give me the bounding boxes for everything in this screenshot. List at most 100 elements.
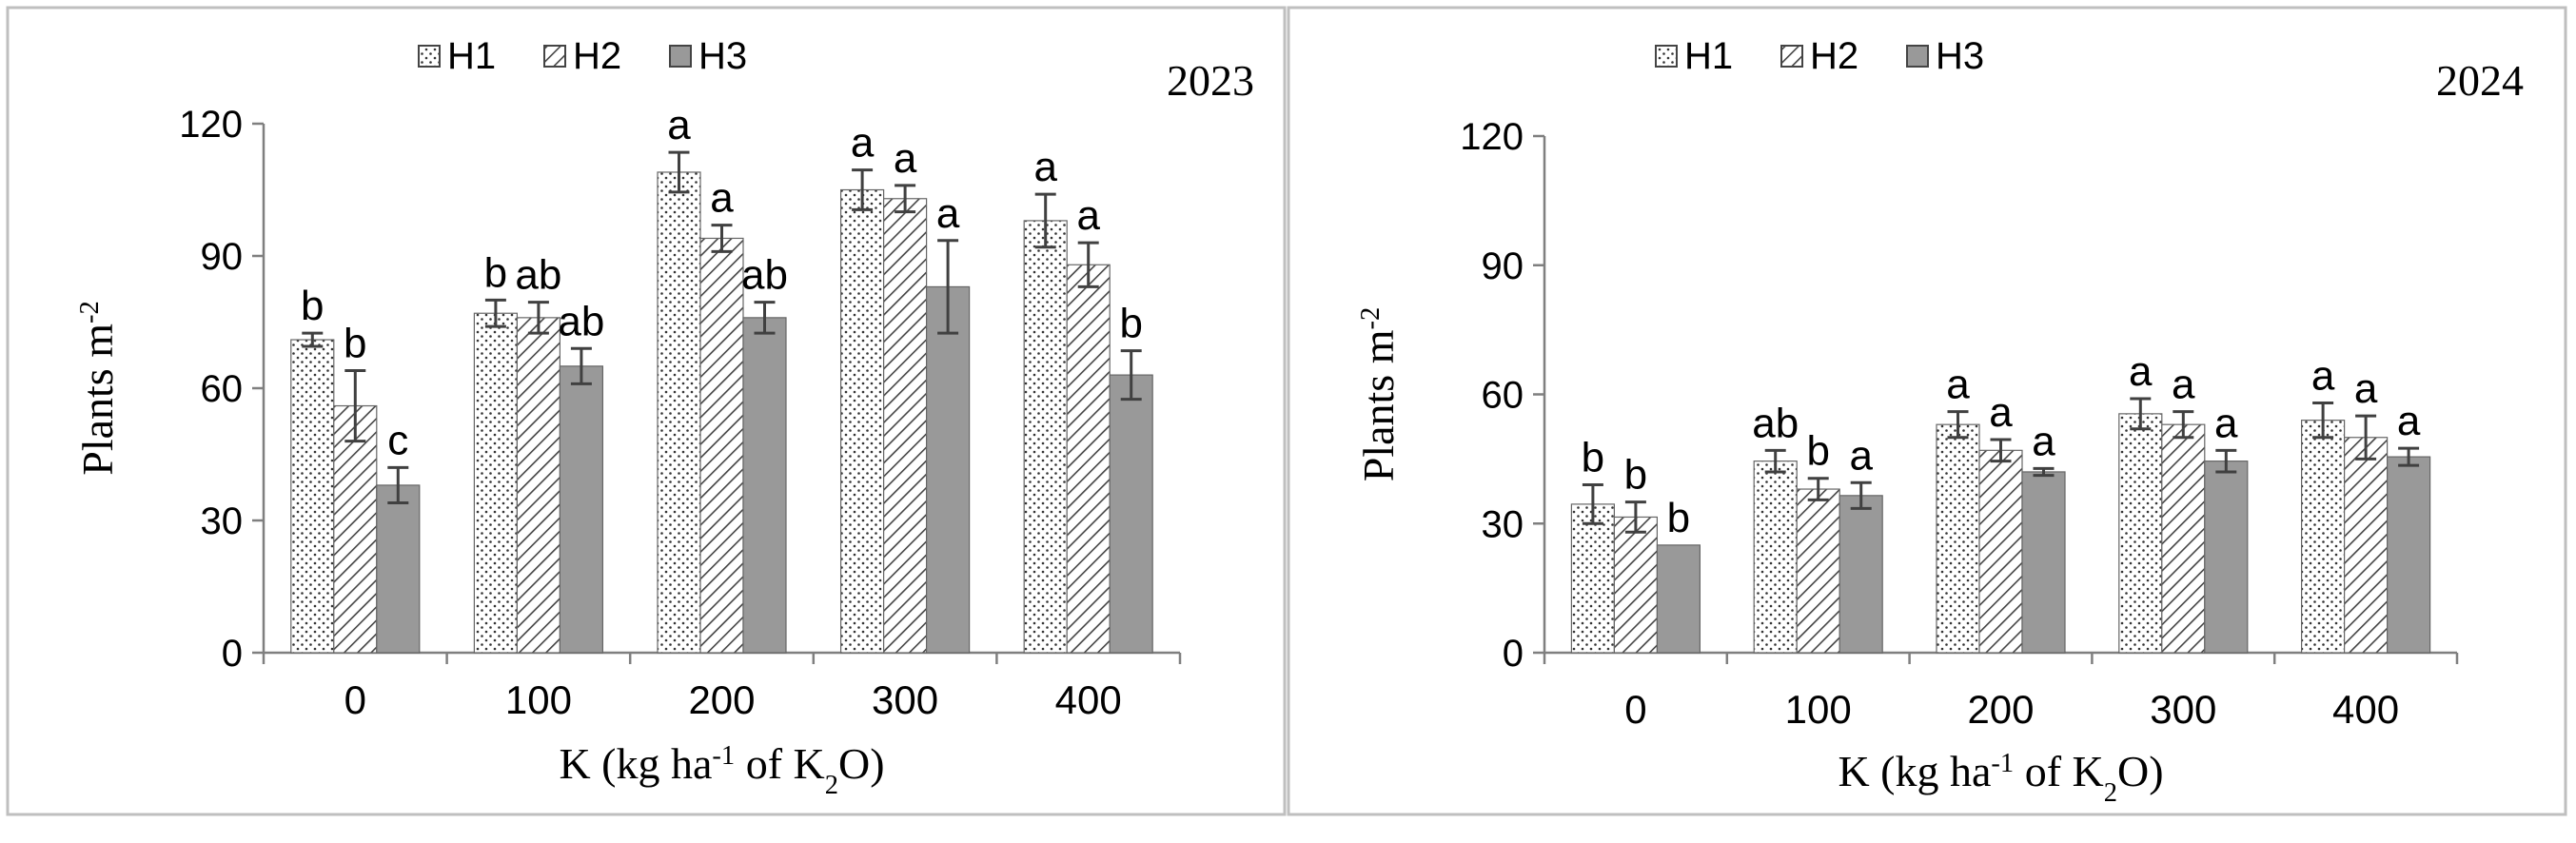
- legend-label-h2: H2: [573, 35, 621, 77]
- panel-year-label: 2024: [2436, 56, 2524, 105]
- bar-h2-400: [1066, 264, 1111, 654]
- bar-h3-200: [742, 317, 787, 654]
- bar-h3-0: [1656, 544, 1701, 654]
- significance-label: c: [387, 417, 408, 463]
- bar-h1-300: [2118, 413, 2163, 654]
- significance-label: ab: [515, 252, 561, 299]
- legend-label-h2: H2: [1810, 35, 1858, 77]
- legend-swatch-h1: [418, 45, 441, 68]
- significance-label: b: [484, 249, 507, 296]
- significance-label: a: [1849, 432, 1873, 479]
- bar-h2-300: [2161, 423, 2206, 654]
- significance-label: b: [1119, 301, 1142, 347]
- bar-h1-0: [1570, 503, 1616, 654]
- significance-label: a: [894, 135, 917, 182]
- bar-h2-400: [2344, 437, 2389, 654]
- y-axis-title: Plants m-2: [73, 301, 122, 476]
- x-tick-label: 300: [2150, 687, 2216, 732]
- significance-label: a: [1989, 389, 2013, 436]
- legend-swatch-h3: [669, 45, 692, 68]
- x-tick-label: 200: [688, 677, 755, 722]
- significance-label: a: [710, 175, 734, 222]
- significance-label: ab: [1752, 400, 1799, 446]
- panel-frame-2023: [6, 6, 1287, 816]
- legend-label-h3: H3: [1936, 35, 1984, 77]
- bar-h1-100: [473, 312, 518, 654]
- significance-label: b: [1582, 435, 1604, 481]
- legend-label-h1: H1: [1684, 35, 1733, 77]
- y-tick-label: 90: [201, 236, 244, 278]
- bar-h1-400: [2301, 420, 2346, 654]
- significance-label: a: [2172, 362, 2195, 408]
- bar-h2-300: [882, 198, 928, 654]
- y-tick-label: 30: [1482, 503, 1524, 545]
- bar-h3-0: [376, 484, 421, 654]
- bar-h1-300: [839, 188, 885, 654]
- legend-label-h1: H1: [447, 35, 496, 77]
- x-tick-label: 200: [1967, 687, 2034, 732]
- significance-label: ab: [741, 252, 788, 299]
- panel-year-label: 2023: [1167, 56, 1254, 105]
- significance-label: b: [344, 320, 366, 366]
- y-tick-label: 60: [1482, 375, 1524, 417]
- bar-h1-200: [657, 171, 701, 654]
- legend-swatch-h1: [1655, 45, 1678, 68]
- x-axis-title: K (kg ha-1 of K2O): [1838, 747, 2163, 808]
- significance-label: a: [2397, 398, 2421, 444]
- significance-label: a: [2311, 353, 2335, 400]
- x-tick-label: 400: [2332, 687, 2399, 732]
- significance-label: a: [2129, 348, 2153, 395]
- bar-h3-200: [2021, 471, 2066, 654]
- bar-h2-100: [516, 317, 561, 654]
- legend-swatch-h2: [543, 45, 566, 68]
- significance-label: b: [1667, 495, 1690, 541]
- y-tick-label: 90: [1482, 245, 1524, 287]
- x-tick-label: 300: [872, 677, 938, 722]
- y-tick-label: 120: [179, 104, 243, 146]
- bar-h3-100: [559, 365, 604, 654]
- y-tick-label: 0: [222, 633, 243, 675]
- bar-h2-200: [1978, 449, 2023, 654]
- bar-h2-100: [1796, 488, 1840, 654]
- legend-label-h3: H3: [698, 35, 747, 77]
- x-tick-label: 0: [1624, 687, 1646, 732]
- bar-h3-100: [1839, 495, 1883, 654]
- bar-h1-0: [290, 339, 335, 654]
- bar-h1-200: [1936, 423, 1980, 654]
- legend-swatch-h3: [1906, 45, 1929, 68]
- bar-h2-0: [333, 404, 378, 654]
- bar-h3-300: [2204, 461, 2249, 654]
- x-tick-label: 100: [1785, 687, 1852, 732]
- significance-label: ab: [558, 298, 604, 344]
- y-tick-label: 60: [201, 368, 244, 410]
- bar-h1-400: [1023, 220, 1068, 654]
- bar-h3-400: [2387, 456, 2431, 654]
- significance-label: a: [2032, 418, 2055, 464]
- bar-h2-0: [1613, 516, 1659, 654]
- y-tick-label: 120: [1460, 116, 1524, 158]
- significance-label: a: [2354, 365, 2378, 412]
- significance-label: b: [1806, 428, 1829, 475]
- significance-label: b: [1624, 452, 1647, 499]
- significance-label: a: [667, 102, 691, 148]
- x-tick-label: 400: [1055, 677, 1122, 722]
- x-tick-label: 0: [344, 677, 366, 722]
- significance-label: a: [1076, 192, 1100, 239]
- significance-label: a: [936, 190, 960, 237]
- y-tick-label: 0: [1503, 633, 1524, 675]
- bar-h3-400: [1109, 374, 1153, 654]
- bar-h3-300: [925, 285, 971, 654]
- significance-label: a: [2214, 400, 2238, 446]
- significance-label: a: [851, 120, 875, 167]
- y-tick-label: 30: [201, 500, 244, 542]
- panel-frame-2024: [1287, 6, 2567, 816]
- legend-swatch-h2: [1780, 45, 1803, 68]
- significance-label: a: [1946, 362, 1970, 408]
- significance-label: b: [301, 283, 324, 329]
- x-tick-label: 100: [505, 677, 572, 722]
- bar-h1-100: [1753, 461, 1798, 654]
